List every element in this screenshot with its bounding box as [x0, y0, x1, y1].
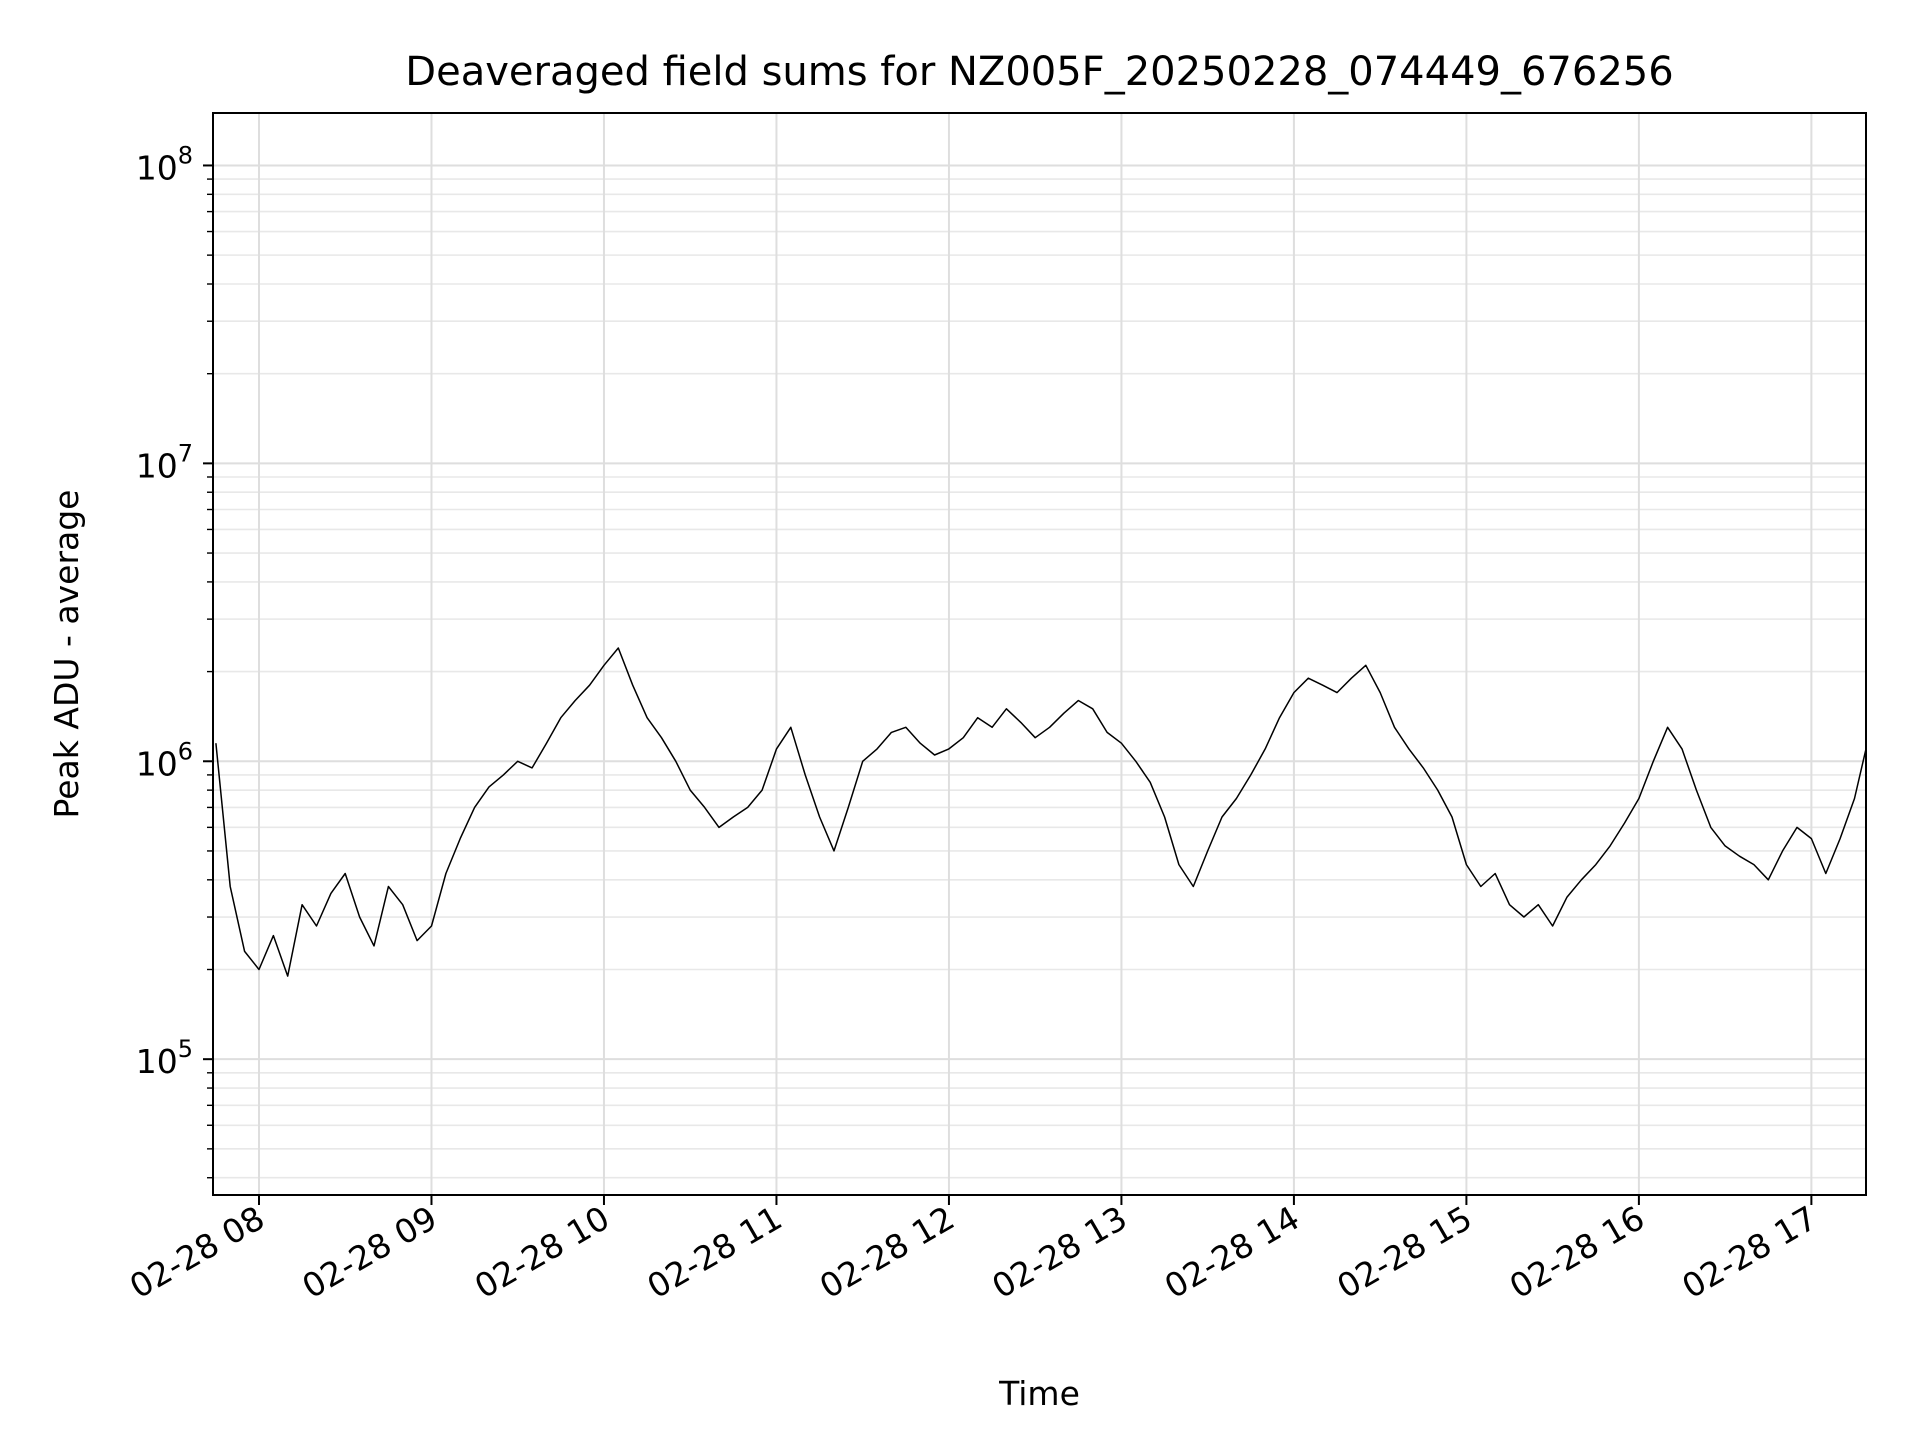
- x-tick-label: 02-28 14: [1158, 1198, 1306, 1306]
- y-tick-label: 106: [136, 737, 193, 783]
- y-tick-label: 105: [136, 1035, 193, 1081]
- y-tick-label: 108: [136, 141, 193, 187]
- x-tick-label: 02-28 16: [1503, 1198, 1651, 1306]
- x-tick-label: 02-28 09: [295, 1198, 443, 1306]
- x-tick-label: 02-28 11: [640, 1198, 788, 1306]
- x-tick-label: 02-28 13: [985, 1198, 1133, 1306]
- chart-title: Deaveraged field sums for NZ005F_2025022…: [405, 49, 1673, 95]
- x-tick-label: 02-28 15: [1330, 1198, 1478, 1306]
- plot-frame: [212, 112, 1867, 1196]
- x-tick-label: 02-28 17: [1675, 1198, 1823, 1306]
- data-series: [215, 647, 1867, 977]
- x-axis-title: Time: [998, 1374, 1080, 1413]
- data-line: [215, 647, 1867, 977]
- x-tick-label: 02-28 08: [123, 1198, 271, 1306]
- x-tick-label: 02-28 12: [813, 1198, 961, 1306]
- x-tick-label: 02-28 10: [468, 1198, 616, 1306]
- grid: [213, 113, 1866, 1195]
- y-axis-title: Peak ADU - average: [47, 490, 86, 819]
- y-tick-label: 107: [136, 439, 193, 485]
